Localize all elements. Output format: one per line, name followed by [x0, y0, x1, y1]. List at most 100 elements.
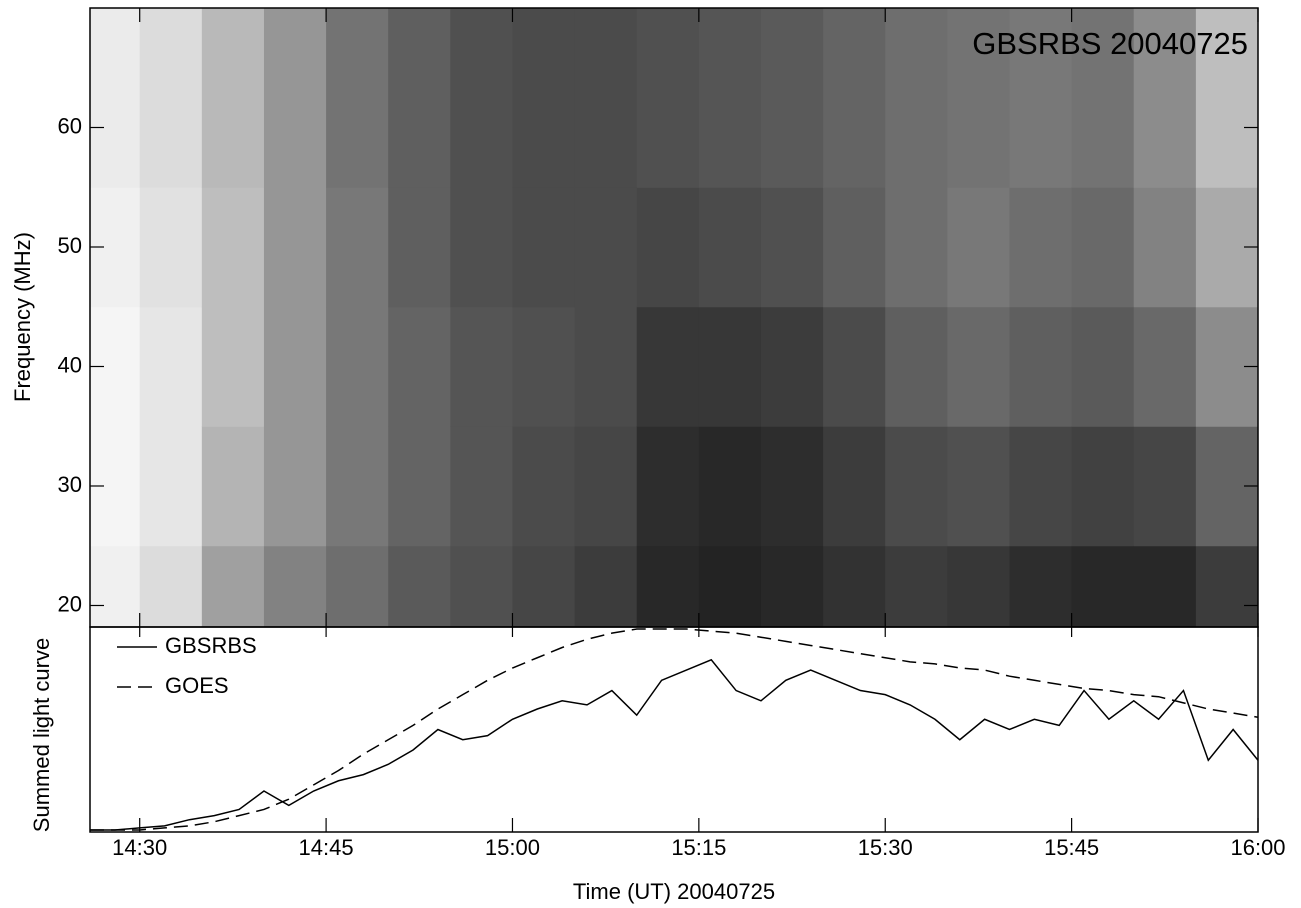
heatmap-cell	[698, 545, 762, 628]
heatmap-cell	[885, 426, 948, 547]
heatmap-cell	[512, 187, 576, 308]
heatmap-cell	[450, 545, 513, 628]
heatmap-cell	[1071, 8, 1135, 188]
y-tick-label: 60	[58, 113, 82, 138]
heatmap-cell	[263, 545, 327, 628]
heatmap-cell	[450, 426, 513, 547]
legend-label: GOES	[165, 673, 229, 698]
heatmap-cell	[139, 306, 203, 427]
heatmap-cell	[698, 8, 762, 188]
heatmap-cell	[1133, 545, 1197, 628]
heatmap-cell	[1009, 426, 1073, 547]
heatmap-cell	[512, 8, 576, 188]
bottom-frame	[89, 626, 1259, 833]
heatmap-cell	[388, 426, 451, 547]
heatmap-cell	[574, 187, 638, 308]
x-axis-label: Time (UT) 20040725	[573, 879, 775, 904]
y-axis-label: Frequency (MHz)	[10, 232, 35, 402]
heatmap-cell	[201, 426, 265, 547]
heatmap-cell	[574, 545, 638, 628]
heatmap-cell	[823, 8, 886, 188]
heatmap-cell	[450, 8, 513, 188]
heatmap-cell	[1071, 306, 1135, 427]
heatmap-cell	[947, 8, 1010, 188]
heatmap-cell	[823, 187, 886, 308]
heatmap-cell	[201, 187, 265, 308]
heatmap-cell	[885, 306, 948, 427]
heatmap-cell	[760, 426, 824, 547]
heatmap-cell	[326, 187, 389, 308]
heatmap-cell	[139, 545, 203, 628]
heatmap-cell	[823, 545, 886, 628]
heatmap-cell	[139, 426, 203, 547]
heatmap-cell	[760, 187, 824, 308]
heatmap-cell	[326, 426, 389, 547]
heatmap-cell	[636, 545, 700, 628]
heatmap-cell	[574, 8, 638, 188]
heatmap-cell	[1009, 8, 1073, 188]
heatmap-cell	[450, 306, 513, 427]
heatmap-cell	[885, 187, 948, 308]
heatmap-cell	[512, 306, 576, 427]
heatmap-cell	[1133, 187, 1197, 308]
x-tick-label: 15:45	[1044, 835, 1099, 860]
heatmap-cell	[636, 306, 700, 427]
heatmap-cell	[388, 187, 451, 308]
heatmap-cell	[201, 545, 265, 628]
heatmap-cell	[885, 545, 948, 628]
heatmap-cell	[698, 306, 762, 427]
heatmap-cell	[574, 426, 638, 547]
heatmap-cell	[636, 426, 700, 547]
heatmap-cell	[388, 8, 451, 188]
heatmap-cell	[1133, 426, 1197, 547]
series-line	[90, 658, 1259, 831]
heatmap-cell	[760, 545, 824, 628]
x-tick-label: 16:00	[1230, 835, 1285, 860]
heatmap-cell	[263, 426, 327, 547]
heatmap-cell	[947, 187, 1010, 308]
heatmap-cell	[512, 426, 576, 547]
heatmap-cell	[90, 8, 141, 188]
heatmap-cell	[90, 545, 141, 628]
heatmap-cell	[1071, 545, 1135, 628]
heatmap	[90, 8, 1259, 628]
x-tick-label: 15:00	[485, 835, 540, 860]
chart-title: GBSRBS 20040725	[972, 26, 1248, 61]
heatmap-cell	[263, 8, 327, 188]
heatmap-cell	[1071, 426, 1135, 547]
heatmap-cell	[698, 426, 762, 547]
heatmap-cell	[636, 8, 700, 188]
heatmap-cell	[760, 306, 824, 427]
heatmap-cell	[760, 8, 824, 188]
heatmap-cell	[698, 187, 762, 308]
heatmap-cell	[388, 545, 451, 628]
heatmap-cell	[1009, 545, 1073, 628]
heatmap-cell	[885, 8, 948, 188]
heatmap-cell	[512, 545, 576, 628]
heatmap-cell	[1195, 545, 1259, 628]
heatmap-cell	[823, 306, 886, 427]
x-tick-label: 14:30	[112, 835, 167, 860]
heatmap-cell	[263, 187, 327, 308]
heatmap-cell	[326, 306, 389, 427]
legend-label: GBSRBS	[165, 633, 257, 658]
heatmap-cell	[1071, 187, 1135, 308]
y-tick-label: 20	[58, 591, 82, 616]
heatmap-cell	[947, 545, 1010, 628]
heatmap-cell	[139, 8, 203, 188]
y-tick-label: 50	[58, 233, 82, 258]
heatmap-cell	[636, 187, 700, 308]
heatmap-cell	[947, 426, 1010, 547]
heatmap-cell	[947, 306, 1010, 427]
heatmap-cell	[1195, 8, 1259, 188]
heatmap-cell	[326, 545, 389, 628]
heatmap-cell	[574, 306, 638, 427]
heatmap-cell	[1133, 306, 1197, 427]
heatmap-cell	[201, 306, 265, 427]
heatmap-cell	[263, 306, 327, 427]
heatmap-cell	[1133, 8, 1197, 188]
heatmap-cell	[450, 187, 513, 308]
x-tick-label: 14:45	[299, 835, 354, 860]
